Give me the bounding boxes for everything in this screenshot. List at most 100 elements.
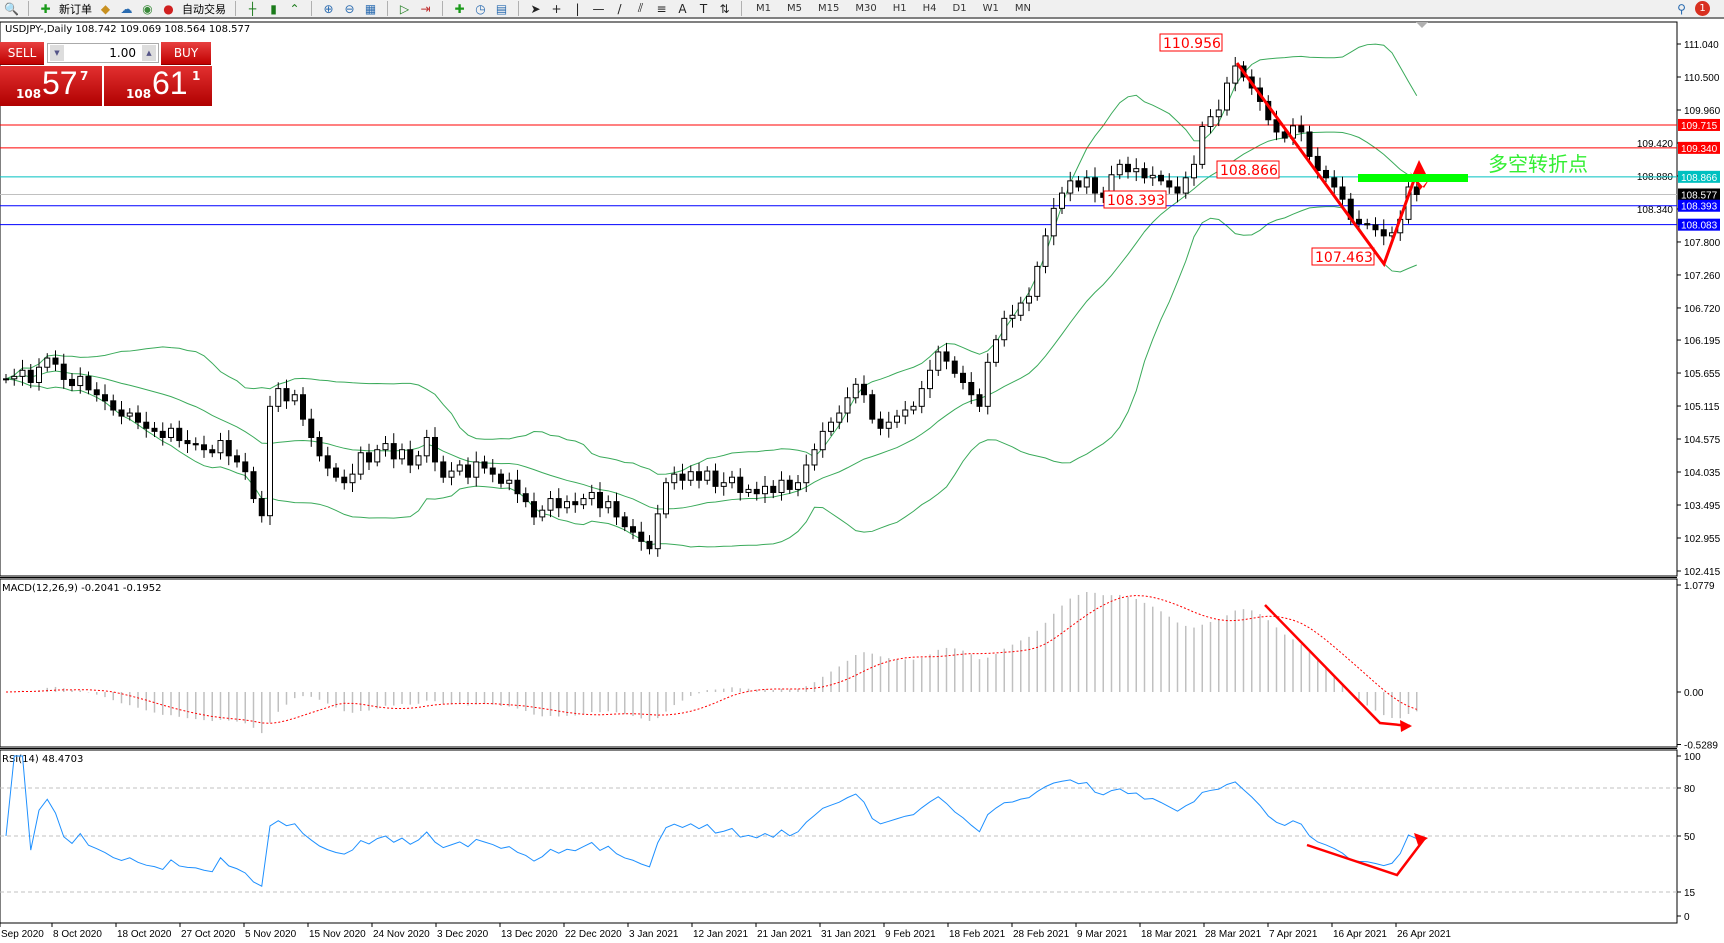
auto-trading-icon[interactable]: ● <box>163 1 174 16</box>
bearish-candle <box>250 471 257 500</box>
date-axis-label: 15 Nov 2020 <box>309 929 366 940</box>
bollinger-upper-band <box>5 43 1418 475</box>
date-axis-label: 27 Oct 2020 <box>181 929 236 940</box>
date-axis-label: 9 Feb 2021 <box>885 929 936 940</box>
bullish-candle <box>1224 82 1230 111</box>
tile-windows-icon[interactable]: ▦ <box>364 1 377 16</box>
bearish-candle <box>1413 186 1420 195</box>
timeframe-mn[interactable]: MN <box>1014 3 1031 14</box>
sell-price-button[interactable]: 108 57 7 <box>0 65 102 106</box>
bearish-candle <box>489 467 496 475</box>
horizontal-line-icon[interactable]: — <box>592 1 605 16</box>
price-axis-label: 109.960 <box>1684 106 1721 117</box>
bearish-candle <box>242 461 249 473</box>
timeframe-h4[interactable]: H4 <box>922 3 937 14</box>
notifications-badge[interactable]: 1 <box>1695 1 1710 16</box>
text-label-icon[interactable]: T <box>699 1 708 16</box>
bearish-candle <box>869 394 876 420</box>
timeframe-m15[interactable]: M15 <box>818 3 840 14</box>
bullish-candle <box>778 479 785 493</box>
text-icon[interactable]: A <box>678 1 687 16</box>
line-chart-icon[interactable]: ⌃ <box>289 1 300 16</box>
new-order-icon[interactable]: ✚ <box>40 1 51 16</box>
bullish-candle <box>588 491 595 500</box>
bearish-candle <box>201 444 207 451</box>
price-line-box <box>1678 199 1720 212</box>
buy-price-button[interactable]: 108 61 1 <box>104 65 212 106</box>
timeframe-m30[interactable]: M30 <box>855 3 877 14</box>
toolbar-divider <box>311 1 312 16</box>
price-axis-label: 107.800 <box>1684 238 1721 249</box>
bearish-candle <box>225 440 232 457</box>
buy-price-prefix: 108 <box>126 87 152 101</box>
sell-price-pips: 57 <box>42 65 78 101</box>
indicators-icon[interactable]: ✚ <box>454 1 465 16</box>
zoom-chart-icon[interactable]: 🔍 <box>4 1 19 16</box>
bullish-candle <box>1017 302 1024 316</box>
cursor-icon[interactable]: ➤ <box>530 1 541 16</box>
timeframe-d1[interactable]: D1 <box>952 3 967 14</box>
bearish-candle <box>1306 131 1313 157</box>
timeframe-h1[interactable]: H1 <box>892 3 907 14</box>
price-line-label: 109.340 <box>1681 144 1718 155</box>
timeframe-m1[interactable]: M1 <box>756 3 771 14</box>
lot-increase-icon[interactable]: ▲ <box>142 45 156 61</box>
candlestick-icon[interactable]: ▮ <box>270 1 277 16</box>
lot-decrease-icon[interactable]: ▼ <box>50 45 64 61</box>
price-axis-label: 104.035 <box>1684 468 1721 479</box>
bullish-candle <box>217 440 224 454</box>
vertical-line-icon[interactable]: | <box>575 1 580 16</box>
auto-trading-button[interactable]: 自动交易 <box>182 2 226 16</box>
templates-icon[interactable]: ▤ <box>495 1 508 16</box>
market-icon[interactable]: ◉ <box>142 1 153 16</box>
macd-axis-label: 1.0779 <box>1684 581 1715 592</box>
bearish-candle <box>432 436 438 463</box>
date-axis-label: 21 Jan 2021 <box>757 929 812 940</box>
timeframe-m5[interactable]: M5 <box>787 3 802 14</box>
buy-button[interactable]: BUY <box>161 42 211 65</box>
bearish-candle <box>1273 119 1280 133</box>
bearish-candle <box>192 443 199 446</box>
rsi-axis-label: 50 <box>1684 832 1696 843</box>
search-icon[interactable]: ⚲ <box>1677 1 1686 16</box>
new-order-button[interactable]: 新订单 <box>59 2 92 16</box>
arrows-icon[interactable]: ⇅ <box>719 1 730 16</box>
bullish-candle <box>1215 109 1222 118</box>
periods-icon[interactable]: ◷ <box>475 1 486 16</box>
macd-signal-line <box>5 594 1417 724</box>
timeframe-w1[interactable]: W1 <box>982 3 999 14</box>
lot-size-input[interactable]: ▼ 1.00 ▲ <box>47 43 159 63</box>
metaeditor-icon[interactable]: ◆ <box>100 1 111 16</box>
rsi-axis-label: 80 <box>1684 784 1696 795</box>
bearish-candle <box>572 501 579 506</box>
signals-icon[interactable]: ☁ <box>120 1 133 16</box>
sell-button[interactable]: SELL <box>0 42 44 65</box>
price-axis-label: 102.415 <box>1684 567 1721 578</box>
bollinger-middle-band <box>5 131 1418 510</box>
bullish-candle <box>720 482 727 487</box>
sell-price-fraction: 7 <box>80 69 89 83</box>
date-axis-label: 28 Feb 2021 <box>1013 929 1070 940</box>
bullish-candle <box>3 378 9 381</box>
zoom-in-icon[interactable]: ⊕ <box>323 1 334 16</box>
price-axis-label: 108.340 <box>1637 205 1674 216</box>
chart-shift-icon[interactable]: ⇥ <box>420 1 431 16</box>
auto-scroll-icon[interactable]: ▷ <box>399 1 410 16</box>
bearish-candle <box>1380 229 1387 237</box>
bullish-candle <box>291 394 298 402</box>
trendline-icon[interactable]: / <box>617 1 622 16</box>
bar-chart-icon[interactable]: ┼ <box>248 1 257 16</box>
date-axis-label: 5 Nov 2020 <box>245 929 297 940</box>
annotation-high-label: 110.956 <box>1163 36 1221 52</box>
bearish-candle <box>770 485 777 493</box>
bullish-candle <box>993 339 999 363</box>
crosshair-icon[interactable]: + <box>551 1 562 16</box>
zoom-out-icon[interactable]: ⊖ <box>344 1 355 16</box>
bullish-candle <box>473 461 480 478</box>
bearish-candle <box>1356 218 1362 225</box>
bearish-candle <box>324 455 331 469</box>
bullish-candle <box>168 427 174 438</box>
equidistant-channel-icon[interactable]: ⫽ <box>637 1 644 15</box>
fibonacci-icon[interactable]: ≡ <box>656 1 667 16</box>
